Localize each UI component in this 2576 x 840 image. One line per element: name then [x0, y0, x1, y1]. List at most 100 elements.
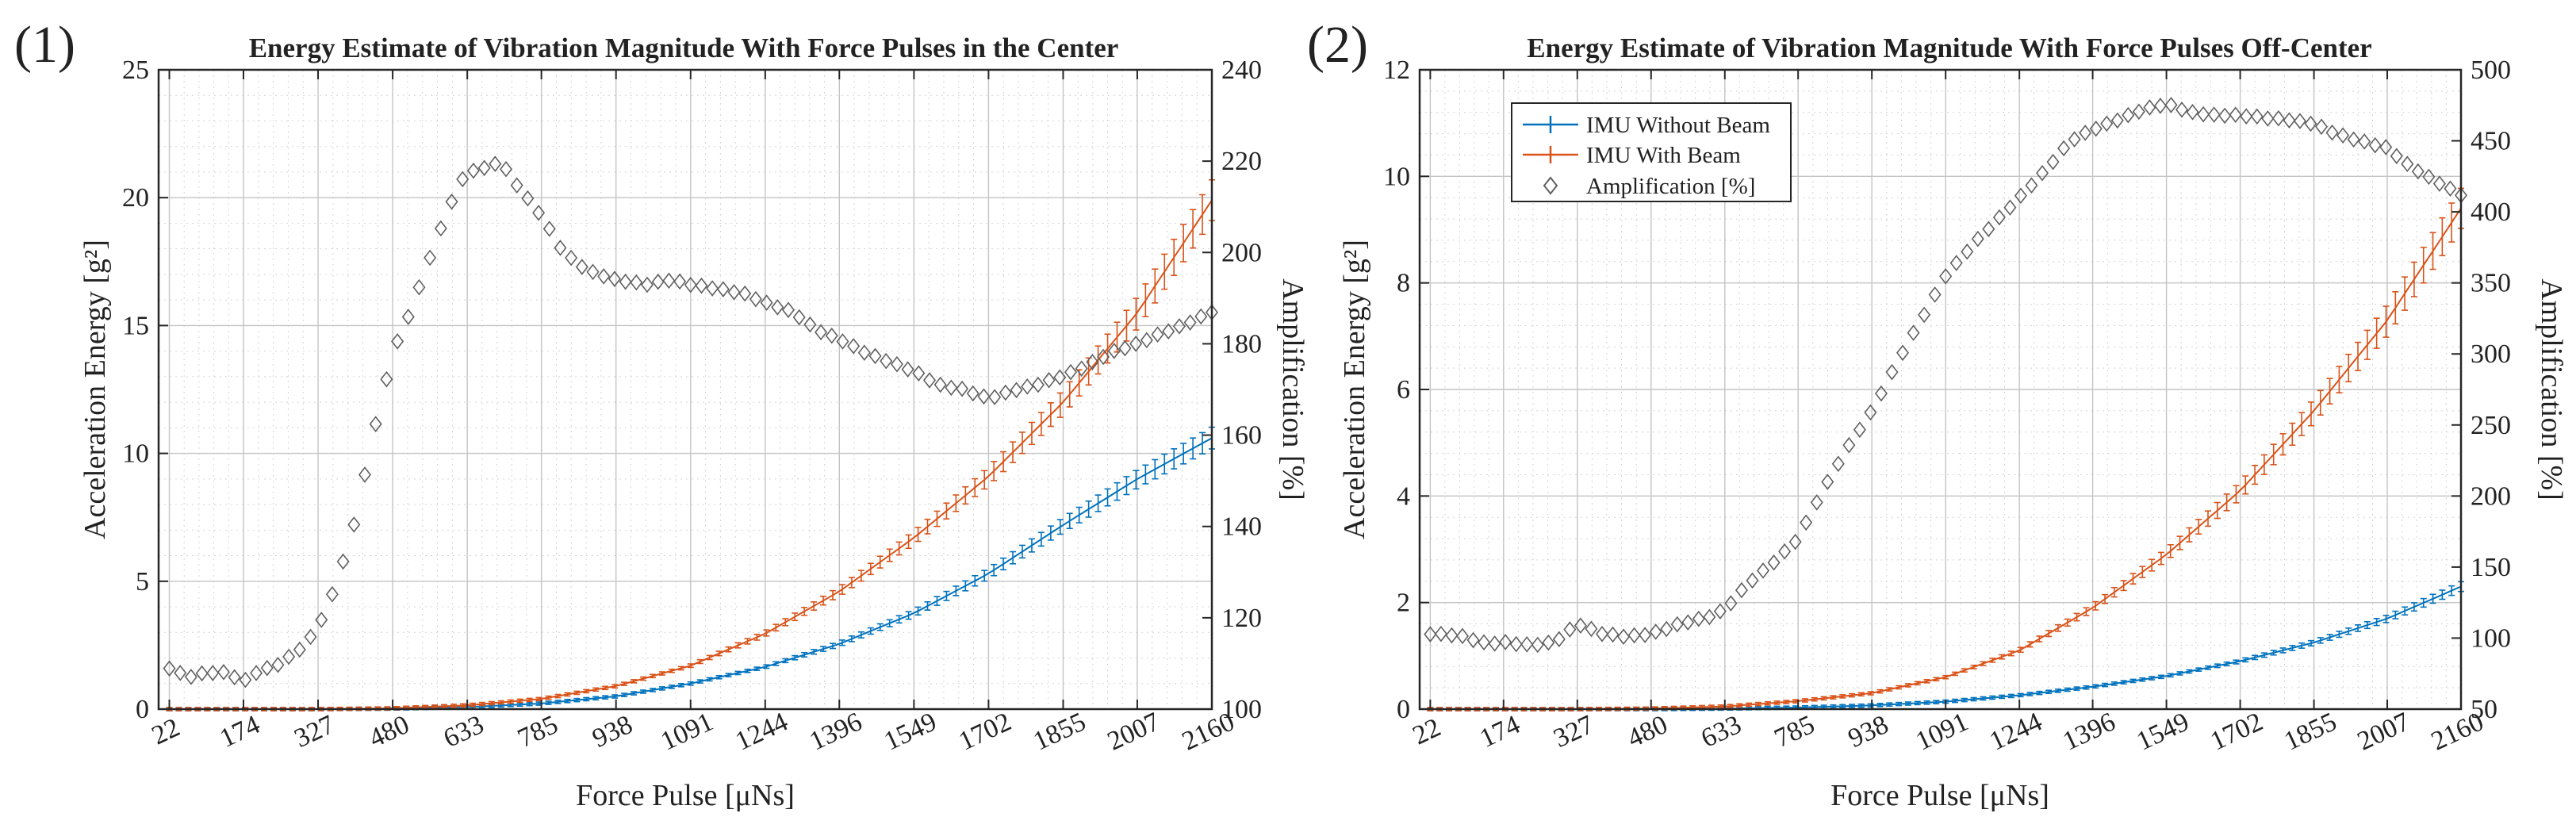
data-point-diamond-icon: [380, 370, 393, 388]
data-point-diamond-icon: [2089, 120, 2103, 137]
data-point-diamond-icon: [847, 338, 861, 355]
data-point-diamond-icon: [1064, 363, 1078, 381]
legend-label: Amplification [%]: [1586, 174, 1755, 199]
data-point-diamond-icon: [239, 671, 252, 688]
data-point-diamond-icon: [1992, 209, 2006, 226]
data-point-diamond-icon: [1107, 343, 1121, 359]
data-point-diamond-icon: [1499, 634, 1512, 650]
data-point-diamond-icon: [174, 665, 187, 681]
data-point-diamond-icon: [2218, 107, 2232, 125]
y-right-tick-label: 100: [2471, 623, 2511, 653]
y-right-tick-label: 400: [2471, 198, 2511, 227]
y-tick-label: 6: [1397, 375, 1410, 405]
data-point-diamond-icon: [445, 193, 458, 210]
legend-label: IMU With Beam: [1586, 143, 1741, 168]
x-tick-label: 785: [1770, 710, 1819, 754]
data-point-diamond-icon: [608, 270, 621, 287]
data-point-diamond-icon: [1928, 286, 1942, 303]
y-tick-label: 10: [1383, 162, 1410, 191]
data-point-diamond-icon: [1949, 255, 1963, 271]
data-point-diamond-icon: [228, 669, 241, 686]
data-point-diamond-icon: [358, 466, 372, 483]
data-point-diamond-icon: [988, 389, 1002, 405]
data-point-diamond-icon: [2079, 125, 2092, 141]
data-point-diamond-icon: [2143, 99, 2156, 116]
data-point-diamond-icon: [2271, 109, 2285, 127]
data-point-diamond-icon: [2036, 164, 2049, 182]
legend-box: [1511, 102, 1792, 202]
data-point-diamond-icon: [1800, 514, 1813, 531]
data-point-diamond-icon: [1595, 625, 1608, 642]
data-point-diamond-icon: [217, 664, 231, 681]
data-point-diamond-icon: [499, 160, 513, 178]
data-point-diamond-icon: [1767, 554, 1781, 571]
data-point-diamond-icon: [477, 159, 491, 177]
data-point-diamond-icon: [424, 249, 437, 267]
data-point-diamond-icon: [1713, 603, 1727, 619]
data-point-diamond-icon: [401, 309, 415, 325]
data-point-diamond-icon: [1724, 595, 1738, 612]
data-point-diamond-icon: [1445, 627, 1459, 644]
data-point-diamond-icon: [2347, 131, 2360, 148]
data-point-diamond-icon: [2229, 106, 2242, 124]
data-point-diamond-icon: [2325, 124, 2339, 141]
x-tick-label: 2007: [1103, 707, 1164, 756]
data-point-diamond-icon: [532, 205, 546, 221]
x-tick-label: 1396: [805, 707, 866, 756]
chart-panel-1: (1) Energy Estimate of Vibration Magnitu…: [14, 16, 1309, 812]
data-point-diamond-icon: [260, 659, 274, 677]
data-point-diamond-icon: [1907, 324, 1920, 341]
chart-panel-2: (2) Energy Estimate of Vibration Magnitu…: [1307, 16, 2568, 812]
data-point-diamond-icon: [1703, 608, 1716, 626]
data-point-diamond-icon: [1531, 636, 1544, 654]
data-point-diamond-icon: [1735, 581, 1748, 599]
data-point-diamond-icon: [749, 290, 762, 308]
y-tick-label: 8: [1397, 269, 1410, 298]
x-tick-label: 1702: [954, 707, 1015, 756]
data-point-diamond-icon: [1455, 627, 1470, 645]
y-right-axis-label: Amplification [%]: [1276, 278, 1309, 501]
data-point-diamond-icon: [933, 376, 947, 393]
data-point-diamond-icon: [2283, 112, 2296, 128]
data-point-diamond-icon: [706, 280, 719, 297]
data-point-diamond-icon: [2379, 139, 2393, 155]
data-point-diamond-icon: [2057, 140, 2071, 157]
data-point-diamond-icon: [2304, 115, 2317, 132]
y-right-tick-label: 250: [2471, 411, 2511, 440]
data-point-diamond-icon: [2186, 104, 2199, 121]
data-point-diamond-icon: [315, 612, 328, 628]
y-right-tick-label: 50: [2471, 695, 2497, 724]
data-point-diamond-icon: [2411, 163, 2425, 180]
y-tick-label: 4: [1397, 481, 1410, 511]
data-point-diamond-icon: [1031, 376, 1045, 393]
data-point-diamond-icon: [1194, 308, 1208, 325]
legend: IMU Without Beam IMU With Beam Amplifica…: [1511, 102, 1792, 202]
data-point-diamond-icon: [880, 352, 893, 370]
data-point-diamond-icon: [912, 365, 926, 382]
data-point-diamond-icon: [391, 333, 404, 350]
data-point-diamond-icon: [163, 660, 176, 677]
y-tick-label: 0: [1397, 695, 1410, 724]
grid-lines: [159, 69, 1213, 710]
data-point-diamond-icon: [684, 276, 697, 293]
data-point-diamond-icon: [1842, 436, 1856, 454]
data-point-diamond-icon: [738, 285, 752, 302]
data-point-diamond-icon: [727, 284, 741, 301]
y-right-tick-label: 300: [2471, 339, 2511, 369]
x-tick-label: 1396: [2059, 707, 2120, 756]
y-tick-label: 5: [136, 567, 149, 596]
data-point-diamond-icon: [282, 648, 296, 665]
y-right-tick-label: 500: [2471, 56, 2511, 85]
data-point-diamond-icon: [554, 240, 567, 256]
data-point-diamond-icon: [966, 385, 979, 402]
data-point-diamond-icon: [195, 665, 209, 682]
data-point-diamond-icon: [250, 665, 263, 681]
data-point-diamond-icon: [2014, 187, 2027, 205]
x-tick-label: 785: [513, 710, 562, 754]
x-tick-label: 1855: [1029, 707, 1090, 756]
data-point-diamond-icon: [1885, 363, 1899, 381]
data-point-diamond-icon: [1075, 360, 1088, 377]
data-point-diamond-icon: [2132, 103, 2145, 121]
data-point-diamond-icon: [2175, 102, 2189, 118]
data-point-diamond-icon: [1097, 348, 1110, 366]
